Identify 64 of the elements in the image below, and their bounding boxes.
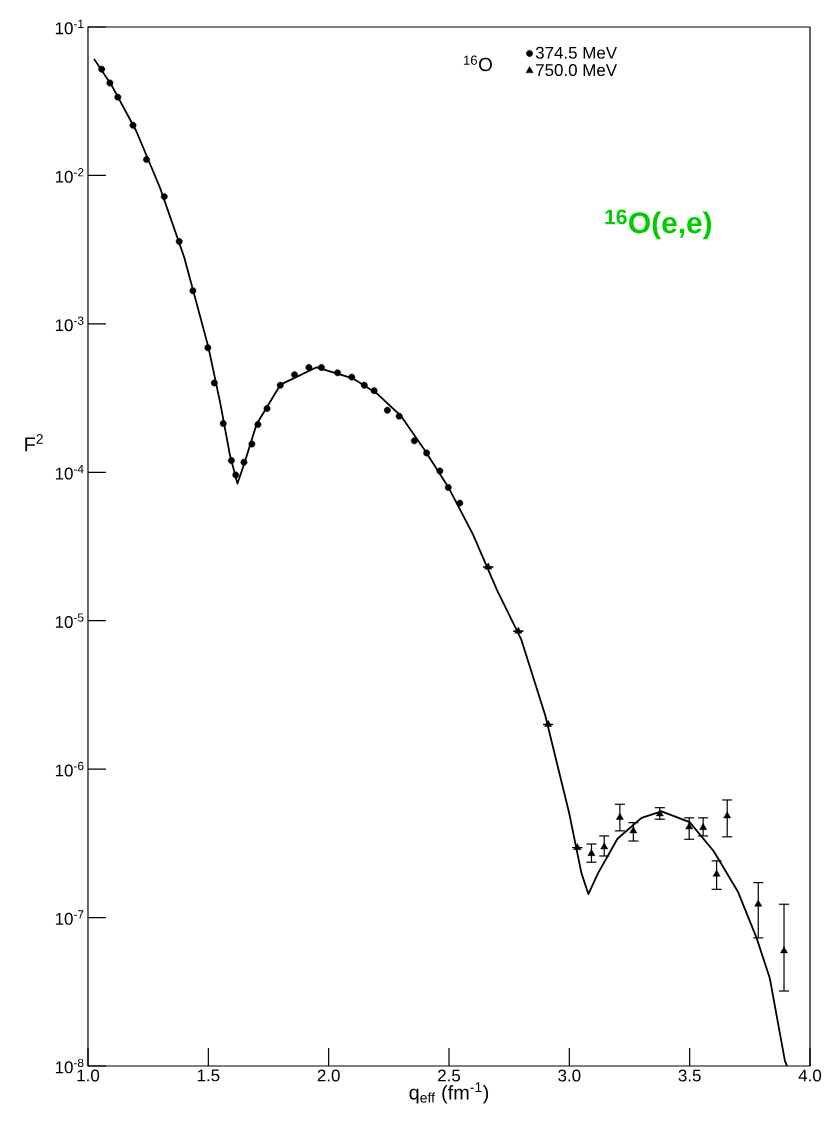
point [723, 811, 732, 819]
y-tick-label: 10$^{-4}$ [55, 465, 84, 480]
point [629, 826, 638, 834]
point [263, 405, 271, 412]
point [175, 238, 183, 245]
point [248, 440, 256, 448]
point [587, 849, 596, 856]
point [98, 65, 106, 73]
x-tick-label: 2.5 [438, 1069, 461, 1082]
x-tick-label: 4.0 [798, 1069, 822, 1082]
x-tick-label: 3.5 [678, 1069, 701, 1082]
point [456, 499, 464, 507]
point [754, 899, 763, 907]
point [780, 946, 788, 954]
y-axis-title: F$^{2}$ [25, 433, 43, 452]
y-tick-label: 10$^{-1}$ [55, 19, 84, 35]
point [514, 626, 523, 634]
point [395, 412, 403, 420]
point [189, 287, 197, 295]
text: $^{16}$O(e,e) [605, 209, 712, 240]
point [228, 457, 235, 464]
point [143, 156, 150, 163]
point [204, 344, 212, 352]
point [291, 371, 298, 379]
point [370, 387, 378, 395]
point [436, 467, 444, 475]
x-tick-label: 1.5 [197, 1069, 220, 1082]
point [712, 869, 721, 877]
y-tick-label: 10$^{-7}$ [55, 910, 84, 925]
point [444, 484, 452, 491]
point [114, 93, 122, 101]
point [685, 822, 694, 830]
point [410, 437, 418, 445]
annotation: $^{16}$O [463, 55, 492, 72]
y-tick-label: 10$^{-3}$ [55, 316, 84, 332]
legend-label: 750.0 MeV [536, 64, 617, 77]
point [616, 813, 624, 820]
point [334, 369, 341, 377]
point [484, 562, 493, 570]
y-tick-label: 10$^{-5}$ [55, 613, 84, 629]
point [600, 842, 609, 850]
x-tick-label: 2.0 [317, 1069, 340, 1082]
point [699, 823, 707, 830]
point [106, 79, 114, 87]
point [219, 420, 227, 427]
point [383, 406, 391, 414]
y-tick-label: 10$^{-2}$ [55, 168, 84, 183]
point [305, 364, 313, 371]
point [276, 381, 284, 389]
y-tick-label: 10$^{-6}$ [55, 761, 84, 777]
point [423, 449, 431, 457]
point [210, 379, 218, 387]
point [318, 364, 325, 371]
x-axis-title: q$_{eff}$ (fm$^{-1}$) [409, 1082, 489, 1104]
point [240, 458, 248, 466]
x-tick-label: 3.0 [558, 1069, 581, 1082]
point [348, 373, 356, 381]
point [160, 193, 168, 201]
point [254, 421, 262, 428]
legend-label: 374.5 MeV [535, 46, 617, 59]
point [129, 121, 137, 129]
point [360, 381, 368, 389]
point [232, 471, 240, 479]
point [573, 843, 582, 850]
